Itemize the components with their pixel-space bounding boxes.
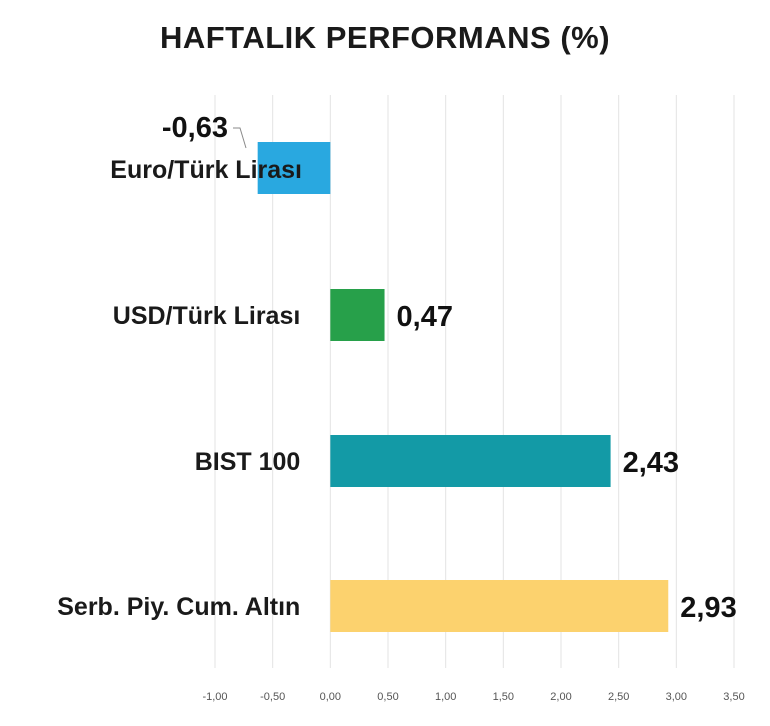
bar	[330, 289, 385, 341]
category-label: Euro/Türk Lirası	[110, 156, 302, 184]
leader-line	[233, 127, 247, 149]
x-tick-label: 1,50	[493, 691, 514, 703]
category-label: Serb. Piy. Cum. Altın	[57, 593, 300, 621]
bar	[330, 580, 669, 632]
x-axis-ticks: -1,00 -0,50 0,00 0,50 1,00 1,50 2,00 2,50 3,00 3,…	[202, 691, 744, 703]
x-tick-label: 3,50	[723, 691, 744, 703]
category-label: BIST 100	[195, 448, 301, 476]
x-tick-label: -1,00	[202, 691, 227, 703]
data-label: 2,93	[680, 592, 736, 624]
data-label: 2,43	[623, 447, 679, 479]
bars	[257, 142, 669, 632]
x-tick-label: 1,00	[435, 691, 456, 703]
x-tick-label: 2,00	[550, 691, 571, 703]
x-tick-label: -0,50	[260, 691, 285, 703]
category-label: USD/Türk Lirası	[113, 302, 301, 330]
x-tick-label: 2,50	[608, 691, 629, 703]
x-tick-label: 0,00	[320, 691, 341, 703]
bar	[330, 435, 611, 487]
chart-title: HAFTALIK PERFORMANS (%)	[159, 20, 611, 55]
data-label: 0,47	[397, 301, 453, 333]
value-labels: -0,63 0,47 2,43 2,93	[162, 112, 737, 624]
bar	[257, 142, 331, 194]
x-tick-label: 0,50	[377, 691, 398, 703]
data-label: -0,63	[162, 112, 228, 144]
category-labels: Euro/Türk Lirası USD/Türk Lirası BIST 100 S…	[57, 156, 302, 621]
x-tick-label: 3,00	[666, 691, 687, 703]
